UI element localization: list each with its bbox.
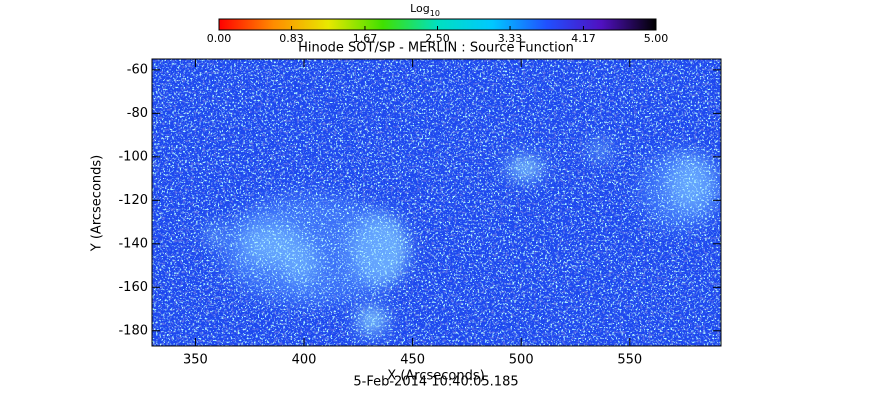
colorbar-label-subscript: 10 xyxy=(430,9,440,18)
footer: 5-Feb-2014 10:40:05.185 xyxy=(353,375,518,390)
y-tick-label: -140 xyxy=(118,236,148,251)
x-tick-label: 400 xyxy=(292,353,317,368)
colorbar-label: Log10 xyxy=(410,2,440,18)
y-tick-label: -60 xyxy=(127,62,148,77)
colorbar-tick-label: 2.50 xyxy=(425,32,450,45)
colorbar-tick-label: 4.17 xyxy=(571,32,596,45)
colorbar-tick-label: 1.67 xyxy=(353,32,378,45)
y-axis-label: Y (Arcseconds) xyxy=(90,155,105,252)
y-tick-label: -80 xyxy=(127,106,148,121)
x-tick-label: 350 xyxy=(183,353,208,368)
x-tick-label: 550 xyxy=(617,353,642,368)
chart-title: Hinode SOT/SP - MERLIN : Source Function xyxy=(298,41,574,56)
y-tick-label: -100 xyxy=(118,149,148,164)
x-tick-label: 450 xyxy=(400,353,425,368)
plot-frame xyxy=(151,58,722,347)
y-tick-label: -180 xyxy=(118,323,148,338)
colorbar-tick-label: 0.00 xyxy=(207,32,232,45)
solar-image xyxy=(152,59,721,346)
y-tick-label: -160 xyxy=(118,280,148,295)
x-axis-label: X (Arcseconds) xyxy=(387,369,484,384)
colorbar-tick-label: 0.83 xyxy=(279,32,304,45)
x-tick-label: 500 xyxy=(509,353,534,368)
colorbar-label-base: Log xyxy=(410,2,430,15)
colorbar-tick-label: 3.33 xyxy=(498,32,523,45)
image-speckle xyxy=(152,59,721,346)
y-tick-label: -120 xyxy=(118,193,148,208)
colorbar-tick-label: 5.00 xyxy=(644,32,669,45)
